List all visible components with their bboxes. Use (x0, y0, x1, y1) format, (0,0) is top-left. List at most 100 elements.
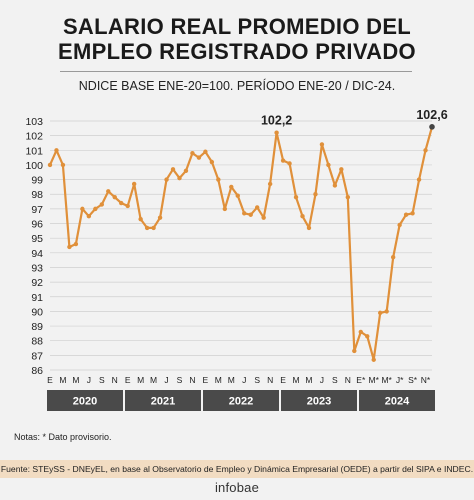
data-point (164, 177, 169, 182)
data-point (261, 215, 266, 220)
data-point (151, 225, 156, 231)
title-line-2: EMPLEO REGISTRADO PRIVADO (58, 39, 416, 64)
x-tick-label: E (280, 375, 286, 385)
y-tick-label: 87 (31, 350, 43, 362)
chart-title: SALARIO REAL PROMEDIO DEL EMPLEO REGISTR… (0, 14, 474, 64)
data-point (423, 148, 428, 153)
data-point (313, 192, 318, 197)
y-tick-label: 102 (25, 131, 43, 143)
line-chart: 86 87 88 89 90 91 92 93 94 95 96 97 98 99 100 101 102 103… (25, 108, 448, 411)
x-tick-label: N* (421, 375, 431, 385)
data-point (378, 310, 383, 316)
data-point (47, 162, 53, 168)
data-point (106, 189, 111, 194)
x-tick-label: M (305, 375, 312, 385)
data-point (222, 206, 228, 212)
data-point (397, 222, 402, 228)
data-point (365, 334, 370, 339)
x-tick-label: M (72, 375, 79, 385)
highlight-point (429, 124, 435, 130)
x-tick-label: S (177, 375, 183, 385)
data-point (248, 212, 253, 217)
data-point (93, 206, 98, 212)
data-point (235, 193, 240, 198)
series-line (48, 126, 434, 361)
x-tick-label: S (332, 375, 338, 385)
year-band-segment (47, 390, 123, 411)
y-tick-label: 88 (31, 336, 43, 348)
x-tick-label: M (292, 375, 299, 385)
data-point (403, 212, 409, 217)
x-tick-label: N (112, 375, 118, 385)
data-point (60, 162, 66, 168)
y-tick-label: 91 (31, 292, 43, 304)
y-tick-label: 86 (31, 365, 43, 377)
title-divider (60, 71, 412, 72)
data-point (332, 183, 338, 188)
data-point (112, 194, 117, 200)
x-tick-label: J (242, 375, 246, 385)
y-tick-label: 100 (25, 160, 43, 172)
data-point (326, 162, 331, 168)
y-tick-label: 93 (31, 262, 43, 274)
data-point (216, 177, 221, 182)
x-tick-label: J (320, 375, 324, 385)
x-tick-label: E (125, 375, 131, 385)
data-label: 102,2 (261, 114, 292, 128)
data-point (183, 168, 189, 173)
data-point (416, 177, 422, 182)
data-point (410, 211, 415, 216)
data-point (80, 206, 85, 212)
data-point (73, 241, 79, 247)
data-point (254, 205, 260, 210)
y-tick-label: 96 (31, 219, 43, 231)
source-bar: Fuente: STEySS - DNEyEL, en base al Obse… (0, 460, 474, 478)
x-tick-label: N (189, 375, 195, 385)
data-point (209, 159, 215, 165)
data-point (203, 149, 208, 154)
x-tick-label: M (215, 375, 222, 385)
data-point (54, 148, 59, 153)
year-label: 2020 (73, 396, 97, 408)
data-point (157, 215, 163, 220)
data-point (242, 211, 247, 216)
x-tick-label: J (87, 375, 91, 385)
x-tick-label: M (137, 375, 144, 385)
x-tick-label: E (47, 375, 53, 385)
y-tick-label: 89 (31, 321, 43, 333)
data-point (229, 184, 234, 190)
x-tick-label: N (267, 375, 273, 385)
x-tick-label: J (164, 375, 168, 385)
y-tick-label: 92 (31, 277, 43, 289)
y-tick-label: 90 (31, 306, 43, 318)
year-label: 2021 (151, 396, 175, 408)
data-point (67, 244, 72, 250)
y-tick-label: 103 (25, 116, 43, 128)
data-point (352, 348, 357, 354)
x-tick-label: S (99, 375, 105, 385)
y-tick-label: 99 (31, 175, 43, 187)
notes: Notas: * Dato provisorio. (14, 432, 112, 442)
data-point (358, 329, 363, 335)
data-point (131, 181, 137, 187)
data-point (119, 200, 124, 206)
y-tick-label: 101 (25, 145, 43, 157)
data-point (86, 214, 92, 219)
x-tick-label: S (254, 375, 260, 385)
x-tick-label: E (203, 375, 209, 385)
data-point (125, 203, 130, 209)
data-point (287, 161, 292, 166)
data-point (280, 158, 286, 163)
data-point (300, 214, 305, 219)
x-tick-label: J* (396, 375, 404, 385)
data-point (345, 194, 351, 200)
year-band-segment (359, 390, 435, 411)
data-point (196, 155, 202, 160)
data-point (339, 167, 344, 172)
title-line-1: SALARIO REAL PROMEDIO DEL (62, 14, 412, 39)
data-label: 102,6 (416, 108, 447, 122)
year-label: 2023 (307, 396, 331, 408)
data-point (177, 175, 182, 181)
year-band-segment (125, 390, 201, 411)
x-tick-label: M* (381, 375, 392, 385)
